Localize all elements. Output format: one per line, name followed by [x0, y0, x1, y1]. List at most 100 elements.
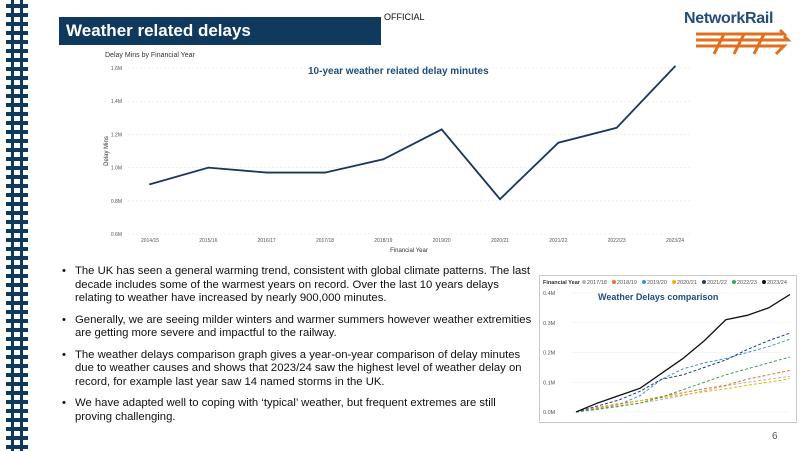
delay-minutes-line-chart: Delay Mins 0.6M 0.8M 1.0M 1.2M 1.4M 1.6M 2014/1… — [104, 65, 690, 254]
chart1-data-point — [499, 198, 501, 201]
chart1-x-tick-label: 2019/20 — [433, 238, 451, 244]
bullet-item: The UK has seen a general warming trend,… — [62, 265, 534, 306]
rail-tie — [6, 22, 28, 26]
chart1-data-point — [265, 171, 268, 174]
rail-tie — [6, 418, 28, 422]
chart1-x-tick-label: 2022/23 — [608, 238, 626, 244]
rail-tie — [6, 445, 28, 449]
rail-tie — [6, 49, 28, 53]
chart1-subtitle: Delay Mins by Financial Year — [105, 52, 195, 59]
chart2-legend-swatch — [702, 280, 706, 284]
chart2-series-line — [575, 356, 791, 413]
rail-tie — [6, 301, 28, 305]
bullet-item: Generally, we are seeing milder winters … — [62, 314, 534, 341]
rail-tie — [6, 283, 28, 287]
chart2-series-line — [575, 369, 791, 413]
chart1-title: 10-year weather related delay minutes — [308, 66, 489, 77]
bullet-item: We have adapted well to coping with ‘typ… — [62, 397, 534, 424]
chart2-series-line — [575, 293, 791, 413]
rail-tie — [6, 40, 28, 44]
rail-tie — [6, 346, 28, 350]
chart1-series-line — [149, 65, 676, 201]
rail-tie — [6, 265, 28, 269]
chart2-legend-label: 2022/23 — [737, 280, 757, 286]
rail-tie — [6, 139, 28, 143]
rail-tie — [6, 427, 28, 431]
rail-tie — [6, 13, 28, 17]
chart1-x-tick-label: 2015/16 — [199, 238, 217, 244]
chart2-legend-label: 2019/20 — [647, 280, 667, 286]
weather-delays-comparison-chart: Financial Year 2017/18 2018/19 2019/20 2020/… — [539, 275, 797, 423]
comparison-chart-svg: Financial Year 2017/18 2018/19 2019/20 2020/… — [543, 280, 791, 416]
chart2-legend-label: 2017/18 — [587, 280, 607, 286]
rail-tie — [6, 292, 28, 296]
chart1-x-tick-label: 2016/17 — [258, 238, 276, 244]
rail-tie — [6, 112, 28, 116]
rail-tie — [6, 67, 28, 71]
network-rail-logo: NetworkRail — [684, 10, 794, 58]
chart2-series-line — [575, 375, 791, 413]
classification-label: OFFICIAL — [384, 12, 425, 22]
rail-tie — [6, 229, 28, 233]
chart1-x-tick-label: 2020/21 — [491, 238, 509, 244]
rail-tie — [6, 382, 28, 386]
rail-tie — [6, 94, 28, 98]
chart1-x-axis-label: Financial Year — [390, 248, 428, 254]
chart2-title: Weather Delays comparison — [598, 292, 718, 302]
chart1-data-point — [440, 128, 443, 131]
chart1-x-tick-label: 2023/24 — [666, 238, 684, 244]
chart1-data-point — [149, 183, 151, 186]
rail-tie — [6, 373, 28, 377]
chart1-data-point — [207, 166, 210, 169]
chart1-x-tick-label: 2018/19 — [374, 238, 392, 244]
rail-tie — [6, 148, 28, 152]
chart2-y-tick-label: 0.1M — [543, 380, 556, 386]
chart2-series-line — [575, 378, 791, 413]
chart2-legend-swatch — [732, 280, 736, 284]
rail-tie — [6, 238, 28, 242]
rail-tie — [6, 319, 28, 323]
rail-tie — [6, 274, 28, 278]
rail-tie — [6, 364, 28, 368]
chart2-y-tick-label: 0.4M — [543, 291, 556, 297]
rail-tie — [6, 220, 28, 224]
chart1-y-axis-label: Delay Mins — [104, 136, 110, 166]
rail-tie — [6, 85, 28, 89]
rail-tie — [6, 76, 28, 80]
rail-tie — [6, 391, 28, 395]
chart1-data-point — [615, 126, 618, 129]
chart2-legend-swatch — [672, 280, 676, 284]
chart1-y-tick-label: 1.6M — [111, 66, 122, 72]
rail-tie — [6, 4, 28, 8]
chart1-y-tick-label: 1.2M — [111, 132, 122, 138]
railway-track-decoration — [6, 0, 28, 451]
rail-tie — [6, 103, 28, 107]
chart2-legend-label: 2020/21 — [677, 280, 697, 286]
rail-tie — [6, 202, 28, 206]
chart2-legend-swatch — [582, 280, 586, 284]
chart1-data-point — [557, 141, 560, 144]
rail-tie — [6, 256, 28, 260]
rail-tie — [6, 337, 28, 341]
rail-tie — [6, 175, 28, 179]
rail-tie — [6, 247, 28, 251]
chart2-legend-swatch — [612, 280, 616, 284]
rail-tie — [6, 121, 28, 125]
chart1-y-tick-label: 0.6M — [111, 232, 122, 238]
bullet-list: The UK has seen a general warming trend,… — [62, 265, 534, 432]
chart1-data-point — [674, 65, 676, 68]
bullet-item: The weather delays comparison graph give… — [62, 349, 534, 390]
rail-tie — [6, 31, 28, 35]
chart2-legend-label: 2018/19 — [617, 280, 637, 286]
chart1-x-tick-label: 2021/22 — [549, 238, 567, 244]
chart2-legend-label: 2021/22 — [707, 280, 727, 286]
chart1-y-tick-label: 1.0M — [111, 166, 122, 172]
page-number: 6 — [772, 431, 778, 442]
chart2-legend-label: 2023/24 — [767, 280, 787, 286]
chart1-y-tick-label: 1.4M — [111, 99, 122, 105]
chart2-y-tick-label: 0.3M — [543, 321, 556, 327]
slide-title: Weather related delays — [66, 21, 251, 40]
chart2-y-tick-label: 0.2M — [543, 351, 556, 357]
rail-tie — [6, 130, 28, 134]
rail-tie — [6, 184, 28, 188]
